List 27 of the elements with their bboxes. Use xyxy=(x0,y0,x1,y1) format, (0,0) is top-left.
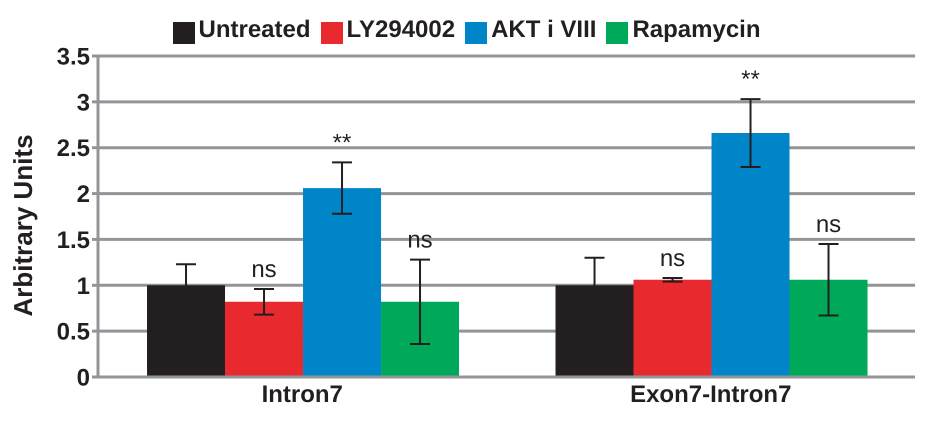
legend-label: LY294002 xyxy=(346,16,456,43)
x-tick-label: Exon7-Intron7 xyxy=(630,381,792,408)
y-tick-label: 1 xyxy=(76,272,90,300)
data-label: ** xyxy=(332,129,352,156)
bar xyxy=(225,302,304,377)
data-label: ns xyxy=(660,244,686,272)
y-axis-title: Arbitrary Units xyxy=(8,134,38,316)
legend-label: Untreated xyxy=(198,16,311,43)
bar xyxy=(790,280,868,377)
y-tick-label: 2 xyxy=(76,181,90,208)
bar xyxy=(381,302,460,377)
data-label: ns xyxy=(816,211,842,238)
data-label: ** xyxy=(741,66,760,94)
y-tick-label: 3 xyxy=(76,89,90,116)
y-tick-label: 0.5 xyxy=(56,318,90,346)
bar xyxy=(634,280,712,377)
bar xyxy=(712,133,790,377)
y-tick-label: 3.5 xyxy=(56,44,90,71)
bar xyxy=(303,188,382,377)
x-tick-label: Intron7 xyxy=(262,381,343,408)
legend-label: AKT i VIII xyxy=(491,16,596,43)
legend-label: Rapamycin xyxy=(632,16,760,43)
y-tick-label: 1.5 xyxy=(56,226,90,254)
data-label: ns xyxy=(407,226,433,254)
y-tick-label: 2.5 xyxy=(56,135,90,162)
data-label: ns xyxy=(251,256,277,283)
y-tick-label: 0 xyxy=(76,364,90,392)
